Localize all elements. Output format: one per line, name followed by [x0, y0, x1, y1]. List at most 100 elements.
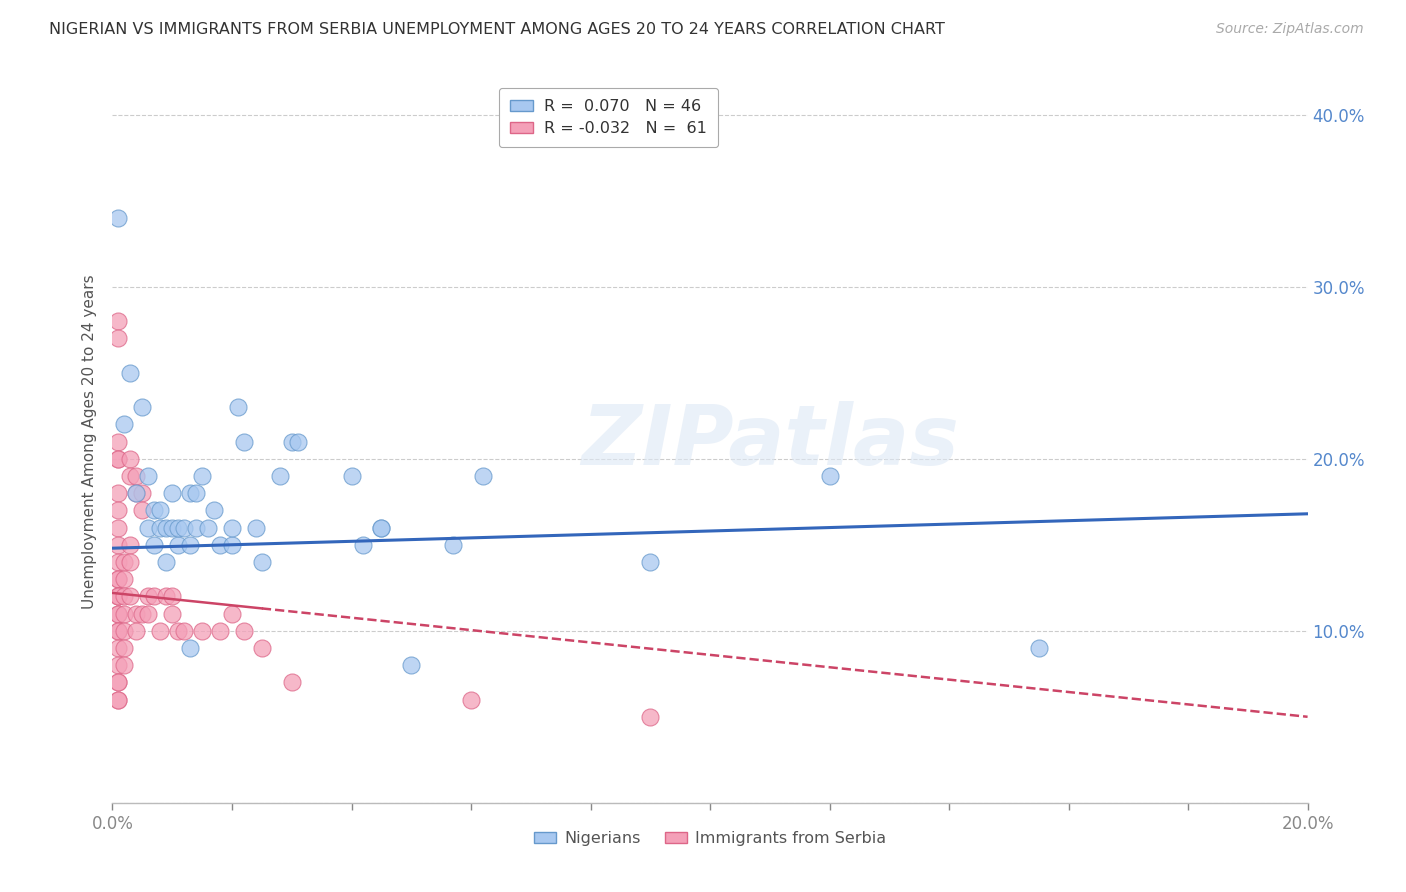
Point [143, 538, 166, 552]
Point [209, 538, 232, 552]
Point [155, 555, 177, 569]
Point [179, 486, 201, 500]
Point [107, 451, 129, 466]
Point [173, 520, 195, 534]
Point [114, 607, 135, 621]
Point [125, 607, 148, 621]
Point [197, 520, 219, 534]
Point [640, 710, 662, 724]
Point [173, 624, 195, 638]
Point [460, 692, 482, 706]
Text: Source: ZipAtlas.com: Source: ZipAtlas.com [1216, 22, 1364, 37]
Point [818, 469, 841, 483]
Point [138, 607, 160, 621]
Point [401, 658, 423, 673]
Point [131, 400, 153, 414]
Point [107, 314, 129, 328]
Point [125, 469, 148, 483]
Point [120, 538, 142, 552]
Point [143, 590, 166, 604]
Point [131, 607, 153, 621]
Point [114, 590, 135, 604]
Point [191, 624, 214, 638]
Point [114, 640, 135, 655]
Point [107, 640, 129, 655]
Point [162, 520, 183, 534]
Point [441, 538, 464, 552]
Point [138, 590, 160, 604]
Point [107, 692, 129, 706]
Point [287, 434, 309, 449]
Point [107, 572, 129, 586]
Point [114, 624, 135, 638]
Point [107, 486, 129, 500]
Point [107, 624, 129, 638]
Point [114, 658, 135, 673]
Point [162, 590, 183, 604]
Point [472, 469, 495, 483]
Point [370, 520, 392, 534]
Point [143, 503, 166, 517]
Point [125, 624, 148, 638]
Point [107, 675, 129, 690]
Point [226, 400, 249, 414]
Point [202, 503, 225, 517]
Point [131, 503, 153, 517]
Point [250, 555, 273, 569]
Point [221, 538, 243, 552]
Point [120, 469, 142, 483]
Point [281, 434, 304, 449]
Point [120, 366, 142, 380]
Point [138, 520, 160, 534]
Point [370, 520, 392, 534]
Point [107, 331, 129, 345]
Point [120, 555, 142, 569]
Point [107, 675, 129, 690]
Point [107, 520, 129, 534]
Point [138, 469, 160, 483]
Point [640, 555, 662, 569]
Text: NIGERIAN VS IMMIGRANTS FROM SERBIA UNEMPLOYMENT AMONG AGES 20 TO 24 YEARS CORREL: NIGERIAN VS IMMIGRANTS FROM SERBIA UNEMP… [49, 22, 945, 37]
Point [221, 520, 243, 534]
Point [107, 658, 129, 673]
Point [107, 692, 129, 706]
Point [114, 555, 135, 569]
Point [186, 486, 208, 500]
Point [340, 469, 363, 483]
Point [269, 469, 291, 483]
Text: ZIPatlas: ZIPatlas [581, 401, 959, 482]
Point [149, 503, 172, 517]
Point [125, 486, 148, 500]
Point [155, 520, 177, 534]
Point [107, 434, 129, 449]
Point [167, 538, 190, 552]
Point [186, 520, 208, 534]
Point [107, 607, 129, 621]
Point [155, 590, 177, 604]
Point [233, 624, 256, 638]
Point [149, 624, 172, 638]
Point [131, 486, 153, 500]
Point [250, 640, 273, 655]
Point [179, 538, 201, 552]
Point [107, 211, 129, 225]
Point [120, 590, 142, 604]
Point [209, 624, 232, 638]
Point [107, 607, 129, 621]
Point [107, 451, 129, 466]
Point [114, 417, 135, 432]
Point [107, 624, 129, 638]
Point [114, 572, 135, 586]
Y-axis label: Unemployment Among Ages 20 to 24 years: Unemployment Among Ages 20 to 24 years [82, 274, 97, 609]
Point [1028, 640, 1050, 655]
Point [167, 520, 190, 534]
Point [233, 434, 256, 449]
Point [107, 555, 129, 569]
Point [179, 640, 201, 655]
Point [107, 590, 129, 604]
Point [245, 520, 267, 534]
Point [353, 538, 375, 552]
Legend: Nigerians, Immigrants from Serbia: Nigerians, Immigrants from Serbia [527, 825, 893, 853]
Point [162, 607, 183, 621]
Point [149, 520, 172, 534]
